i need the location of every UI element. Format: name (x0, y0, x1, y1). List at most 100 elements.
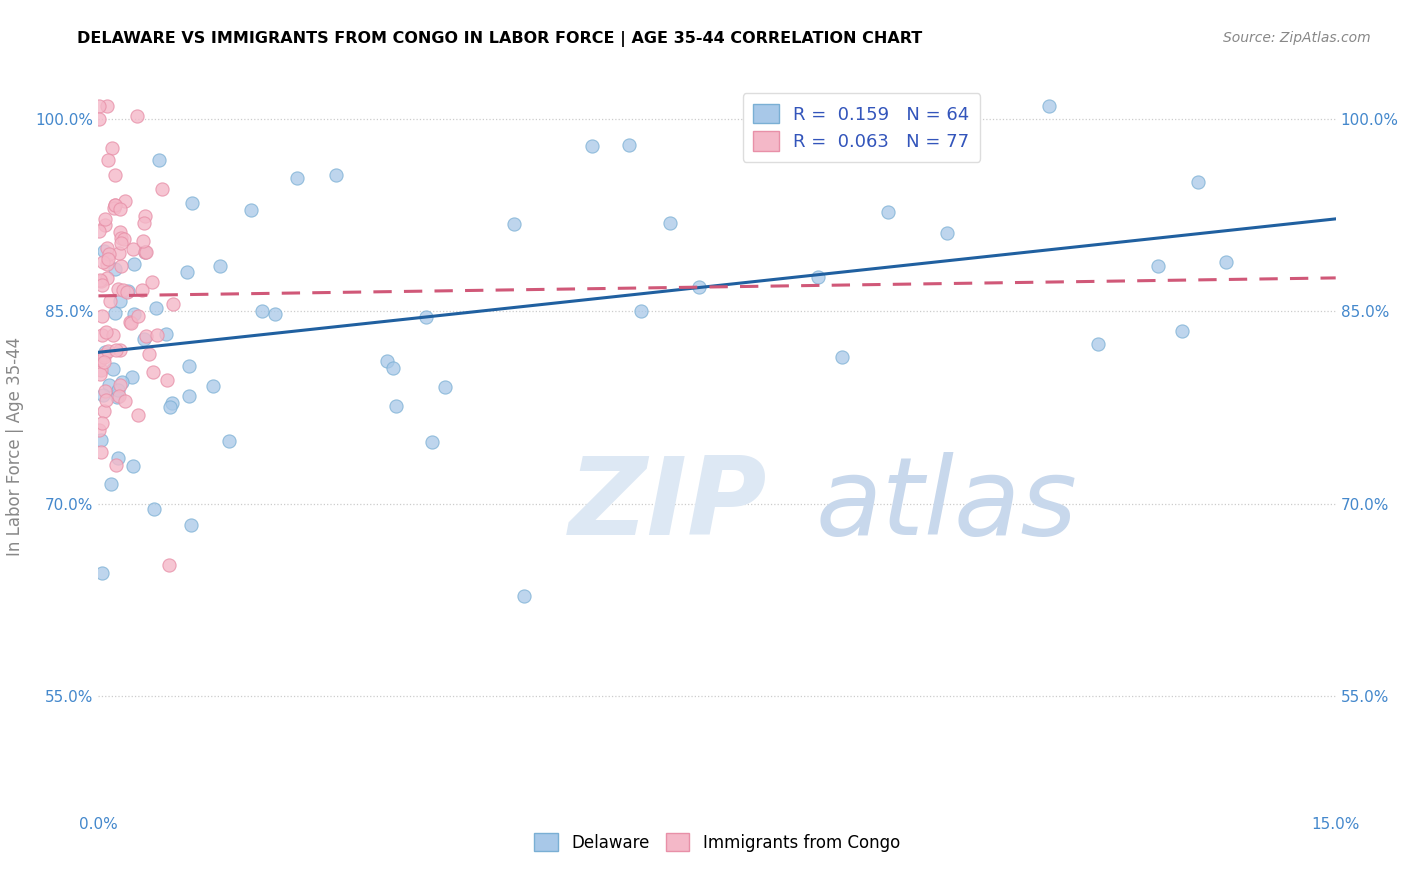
Point (111, 375, 134, 389)
Point (97, 252, 120, 266)
Point (89, 112, 111, 126)
Point (108, 245, 131, 260)
Point (142, 365, 165, 379)
Point (97, 378, 120, 392)
Point (107, 451, 129, 466)
Point (176, 265, 198, 279)
Point (124, 257, 146, 271)
Point (145, 328, 167, 343)
Point (110, 235, 132, 250)
Text: atlas: atlas (815, 452, 1078, 557)
Point (108, 225, 131, 239)
Point (936, 226, 959, 240)
Point (94, 392, 117, 407)
Point (1215, 255, 1237, 269)
Point (157, 558, 180, 573)
Point (420, 434, 443, 449)
Point (180, 517, 202, 532)
Point (127, 310, 149, 324)
Point (117, 284, 139, 298)
Point (107, 383, 129, 397)
Point (148, 153, 170, 167)
Point (617, 138, 640, 153)
Point (121, 369, 143, 384)
Point (93, 348, 115, 362)
Point (415, 310, 437, 324)
Point (96, 270, 118, 285)
Point (114, 393, 136, 408)
Point (141, 275, 163, 289)
Point (127, 408, 149, 422)
Point (512, 589, 534, 603)
Point (1171, 325, 1194, 339)
Point (177, 359, 200, 373)
Point (91, 255, 114, 269)
Point (100, 477, 122, 491)
Point (134, 216, 156, 230)
Point (134, 209, 156, 223)
Point (96, 326, 118, 340)
Point (434, 380, 457, 394)
Point (110, 259, 132, 273)
Point (877, 205, 900, 219)
Point (108, 343, 131, 357)
Point (108, 202, 131, 217)
Point (93, 355, 115, 369)
Point (1038, 99, 1060, 113)
Point (179, 389, 201, 403)
Point (90, 433, 112, 447)
Point (107, 282, 129, 296)
Point (132, 332, 155, 346)
Point (104, 198, 127, 212)
Point (581, 139, 603, 153)
Point (118, 315, 141, 329)
Point (134, 245, 156, 260)
Point (97, 246, 120, 260)
Point (201, 379, 224, 393)
Point (98, 293, 121, 308)
Point (381, 360, 404, 375)
Point (135, 328, 157, 343)
Point (143, 502, 166, 516)
Point (1187, 175, 1209, 189)
Point (155, 326, 177, 341)
Point (89, 224, 111, 238)
Point (101, 141, 124, 155)
Point (218, 434, 240, 449)
Point (90, 566, 112, 580)
Point (103, 361, 125, 376)
Point (135, 245, 157, 260)
Point (1146, 260, 1168, 274)
Point (181, 196, 204, 211)
Point (101, 328, 124, 343)
Point (112, 232, 135, 246)
Point (110, 293, 132, 308)
Point (104, 262, 127, 277)
Point (120, 316, 142, 330)
Point (104, 306, 127, 320)
Point (110, 231, 132, 245)
Point (89, 99, 111, 113)
Point (103, 201, 125, 215)
Point (104, 458, 127, 472)
Point (134, 245, 156, 260)
Point (287, 170, 309, 185)
Point (502, 217, 524, 231)
Point (239, 202, 262, 217)
Point (122, 242, 145, 256)
Point (325, 168, 347, 182)
Text: DELAWARE VS IMMIGRANTS FROM CONGO IN LABOR FORCE | AGE 35-44 CORRELATION CHART: DELAWARE VS IMMIGRANTS FROM CONGO IN LAB… (77, 31, 922, 47)
Point (104, 198, 127, 212)
Point (150, 182, 173, 196)
Point (91, 309, 114, 323)
Point (89, 423, 111, 437)
Point (93, 244, 115, 258)
Legend: Delaware, Immigrants from Congo: Delaware, Immigrants from Congo (527, 826, 907, 858)
Point (132, 234, 155, 248)
Point (90, 274, 112, 288)
Text: ZIP: ZIP (568, 451, 766, 558)
Point (831, 350, 853, 364)
Point (111, 283, 134, 297)
Point (93, 384, 115, 398)
Point (375, 354, 398, 368)
